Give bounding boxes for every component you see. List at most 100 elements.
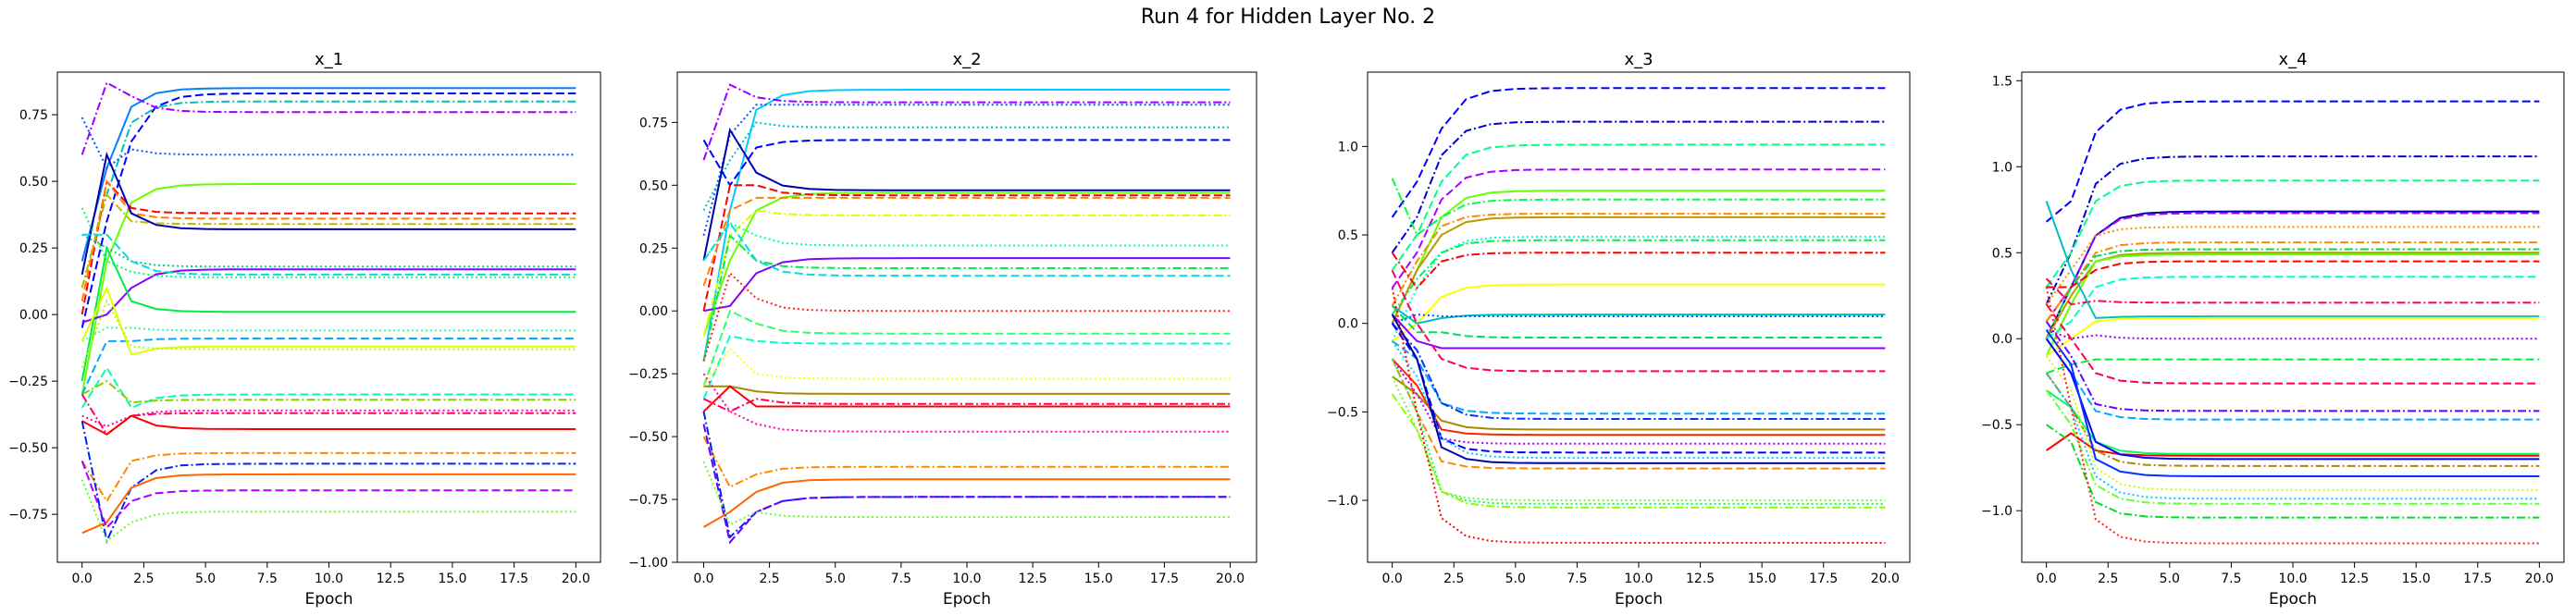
x-tick-label: 15.0 <box>2402 572 2431 586</box>
series-line-6 <box>2045 226 2540 305</box>
series-line-21 <box>1391 358 1886 437</box>
x-tick-label: 7.5 <box>2221 572 2241 586</box>
series-line-1 <box>80 92 576 328</box>
series-line-2 <box>2045 155 2540 305</box>
series-line-13 <box>81 233 576 276</box>
x-tick-label: 10.0 <box>1624 572 1653 586</box>
x-tick-label: 5.0 <box>195 572 216 586</box>
y-tick-label: 0.00 <box>19 308 48 323</box>
x-tick-label: 15.0 <box>1748 572 1777 586</box>
x-tick-label: 17.5 <box>500 572 528 586</box>
x-tick-label: 10.0 <box>315 572 343 586</box>
y-tick-label: −0.25 <box>628 367 668 382</box>
y-tick-label: −0.50 <box>628 430 668 445</box>
series-line-16 <box>1391 314 1886 350</box>
series-line-14 <box>702 221 1231 277</box>
series-line-1 <box>1391 87 1886 218</box>
y-tick-label: −0.50 <box>8 441 48 456</box>
series-line-12 <box>1392 283 1886 342</box>
series-line-13 <box>2045 277 2540 306</box>
x-tick-label: 7.5 <box>1567 572 1587 586</box>
series-group <box>1391 87 1886 544</box>
y-tick-label: 1.0 <box>1338 140 1358 154</box>
x-axis-label: Epoch <box>943 590 991 609</box>
series-line-9 <box>80 192 576 289</box>
series-line-7 <box>1391 213 1886 307</box>
series-line-10 <box>702 209 1231 337</box>
series-line-27 <box>2045 372 2540 500</box>
series-line-29 <box>2046 424 2540 519</box>
series-line-27 <box>81 473 576 535</box>
series-line-7 <box>80 178 576 315</box>
x-tick-label: 7.5 <box>891 572 911 586</box>
series-line-14 <box>2045 201 2540 319</box>
x-tick-label: 2.5 <box>759 572 779 586</box>
x-tick-label: 12.5 <box>1686 572 1715 586</box>
y-tick-label: 0.50 <box>639 178 668 193</box>
y-tick-label: 1.5 <box>1992 74 2012 89</box>
series-line-20 <box>703 398 1231 413</box>
y-tick-label: −0.5 <box>1981 418 2012 433</box>
x-tick-label: 12.5 <box>2340 572 2369 586</box>
series-line-16 <box>702 309 1231 387</box>
series-line-3 <box>1391 143 1886 271</box>
x-axis-label: Epoch <box>1615 590 1663 609</box>
series-line-8 <box>2045 248 2540 339</box>
series-line-9 <box>2045 252 2540 339</box>
series-line-15 <box>80 244 576 382</box>
series-line-10 <box>1391 239 1886 315</box>
series-line-14 <box>1392 314 1886 325</box>
subplot-title: x_1 <box>315 50 343 69</box>
series-line-26 <box>80 421 576 545</box>
series-line-23 <box>2045 338 2540 461</box>
series-line-11 <box>81 233 576 268</box>
x-tick-label: 0.0 <box>1382 572 1403 586</box>
x-tick-label: 20.0 <box>2525 572 2554 586</box>
series-line-6 <box>80 183 576 395</box>
x-tick-label: 15.0 <box>1084 572 1113 586</box>
series-line-15 <box>702 271 1231 362</box>
axes-frame <box>56 71 601 563</box>
x-tick-label: 20.0 <box>1871 572 1900 586</box>
x-tick-label: 17.5 <box>2463 572 2492 586</box>
figure-title: Run 4 for Hidden Layer No. 2 <box>1140 6 1436 29</box>
series-line-1 <box>2045 100 2540 223</box>
series-line-2 <box>80 87 576 262</box>
y-tick-label: 0.25 <box>639 241 668 256</box>
series-line-26 <box>2045 355 2540 491</box>
x-tick-label: 12.5 <box>377 572 405 586</box>
series-line-4 <box>1391 168 1886 289</box>
series-line-23 <box>1391 323 1886 454</box>
series-line-20 <box>1392 375 1886 431</box>
series-line-7 <box>2045 241 2540 323</box>
series-line-21 <box>2046 389 2540 455</box>
series-line-22 <box>2046 432 2540 457</box>
x-tick-label: 2.5 <box>2098 572 2118 586</box>
series-line-17 <box>80 338 576 395</box>
series-line-12 <box>703 257 1231 313</box>
series-line-10 <box>2045 253 2540 357</box>
series-line-8 <box>80 178 576 301</box>
y-tick-label: 0.0 <box>1992 332 2012 347</box>
series-line-11 <box>702 221 1231 262</box>
x-tick-label: 10.0 <box>2278 572 2307 586</box>
y-tick-label: 0.75 <box>19 108 48 123</box>
y-tick-label: 1.0 <box>1992 160 2012 175</box>
series-line-19 <box>1391 323 1886 420</box>
y-tick-label: −0.75 <box>8 508 48 523</box>
y-tick-label: −0.75 <box>628 493 668 508</box>
x-tick-label: 0.0 <box>72 572 93 586</box>
x-axis-label: Epoch <box>2269 590 2317 609</box>
series-line-9 <box>702 196 1231 287</box>
series-line-24 <box>81 414 576 436</box>
series-line-5 <box>1391 190 1886 325</box>
x-tick-label: 5.0 <box>2160 572 2180 586</box>
series-line-8 <box>1391 215 1886 325</box>
series-line-23 <box>80 393 576 437</box>
x-tick-label: 20.0 <box>562 572 590 586</box>
series-line-9 <box>1391 235 1886 342</box>
x-tick-label: 20.0 <box>1216 572 1245 586</box>
series-line-28 <box>80 461 576 530</box>
